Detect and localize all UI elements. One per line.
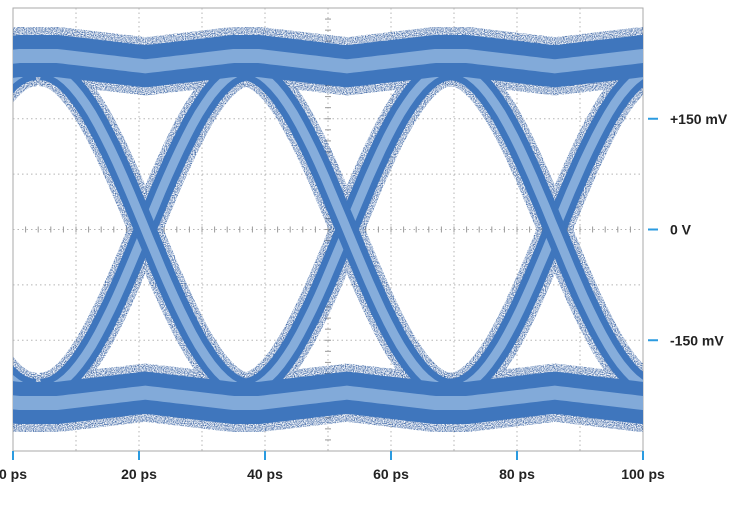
x-tick-label: 40 ps	[247, 466, 283, 482]
y-tick-label: -150 mV	[670, 332, 724, 348]
y-tick-label: +150 mV	[670, 111, 728, 127]
low-level-rail-core	[13, 385, 643, 410]
x-tick-label: 0 ps	[0, 466, 27, 482]
falling-transition-core	[40, 64, 250, 395]
x-tick-label: 20 ps	[121, 466, 157, 482]
x-tick-label: 60 ps	[373, 466, 409, 482]
y-tick-label: 0 V	[670, 222, 692, 238]
falling-transition-core	[450, 64, 643, 391]
x-tick-label: 80 ps	[499, 466, 535, 482]
x-tick-label: 100 ps	[621, 466, 665, 482]
eye-traces	[13, 26, 643, 432]
falling-transition-core	[242, 64, 452, 395]
axes: 0 ps 20 ps 40 ps 60 ps 80 ps 100 ps +150 mV 0 V…	[0, 111, 728, 482]
high-level-rail-core	[13, 49, 643, 74]
eye-core-group	[13, 35, 643, 424]
